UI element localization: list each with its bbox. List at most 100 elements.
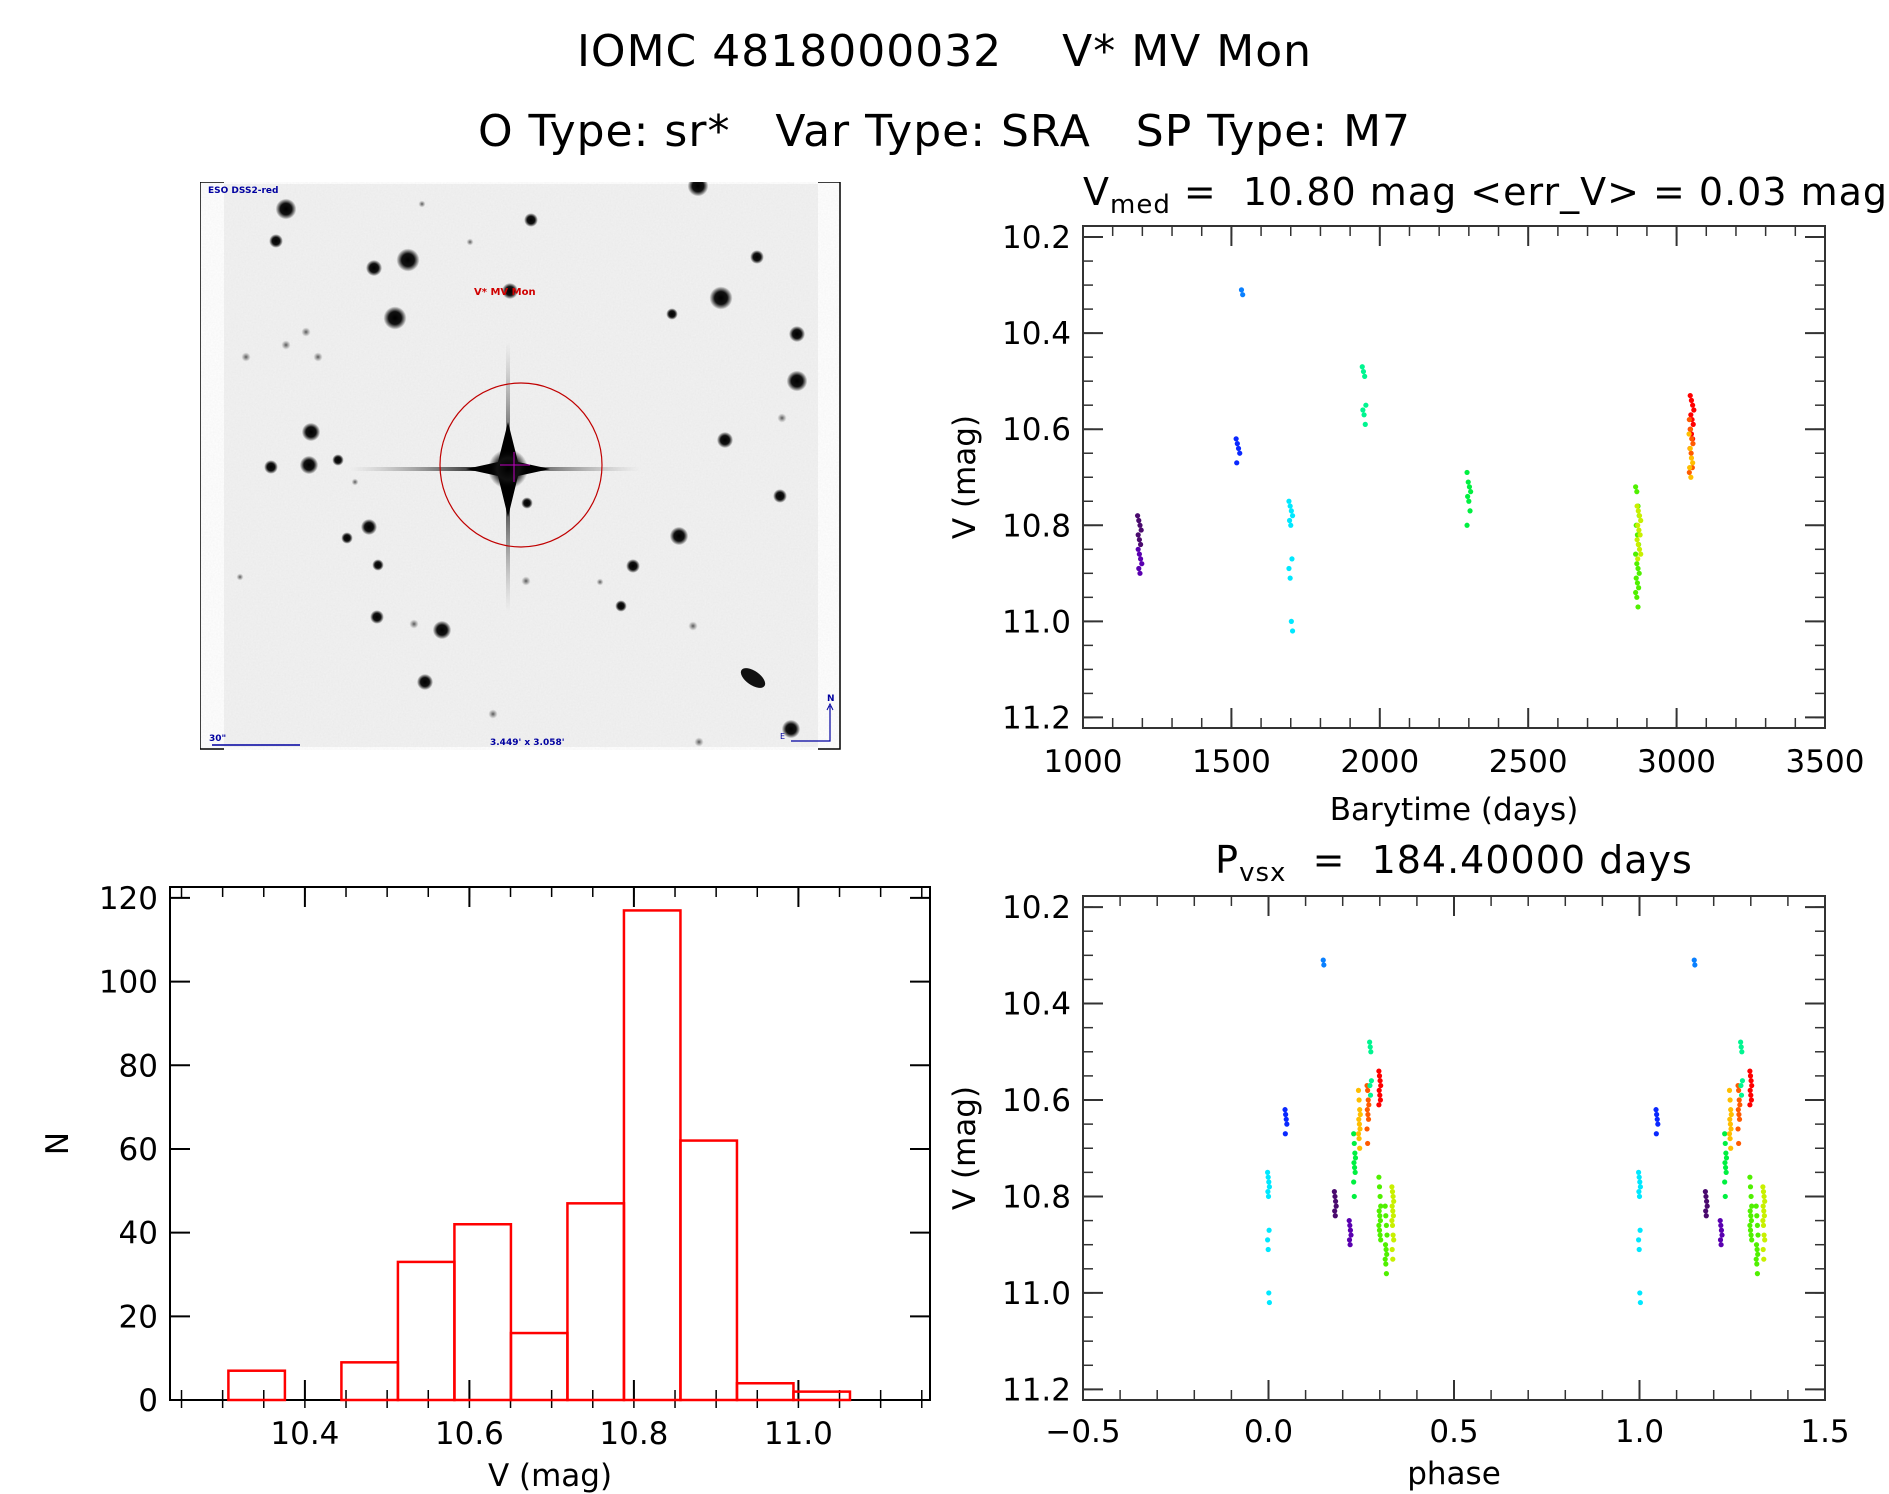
- histogram-bar: [509, 1331, 569, 1402]
- data-point: [1362, 421, 1368, 427]
- data-point: [1638, 551, 1644, 557]
- data-point: [1723, 1169, 1729, 1175]
- y-tick-label: 10.8: [1002, 1179, 1071, 1215]
- data-point: [1655, 1121, 1661, 1127]
- data-point: [1686, 469, 1692, 476]
- plot-frame: [1082, 225, 1826, 729]
- y-tick-label: 20: [119, 1299, 158, 1335]
- data-point: [1722, 1179, 1728, 1185]
- data-point: [1726, 1087, 1733, 1093]
- data-point: [1654, 1111, 1660, 1118]
- data-point: [1747, 1208, 1753, 1214]
- data-point: [1748, 1097, 1754, 1103]
- data-point: [1702, 1189, 1708, 1195]
- data-point: [1136, 537, 1142, 543]
- data-point: [1637, 1227, 1643, 1233]
- data-point: [1636, 527, 1642, 533]
- data-point: [1265, 1237, 1271, 1243]
- data-point: [1747, 1184, 1754, 1190]
- data-point: [1365, 1097, 1371, 1103]
- data-point: [1233, 436, 1239, 442]
- y-axis-label: V (mag): [947, 1086, 983, 1210]
- data-point: [1727, 1121, 1733, 1127]
- data-point: [1136, 565, 1142, 572]
- data-point: [1289, 513, 1296, 519]
- data-point: [1761, 1208, 1767, 1214]
- data-point: [1633, 484, 1639, 490]
- field-star: [418, 200, 426, 208]
- data-point: [1691, 957, 1697, 963]
- data-point: [1351, 1179, 1357, 1185]
- data-point: [1390, 1232, 1396, 1238]
- data-point: [1749, 1237, 1755, 1243]
- data-point: [1266, 1227, 1272, 1233]
- data-point: [1686, 431, 1692, 437]
- data-point: [1748, 1213, 1754, 1219]
- data-point: [1728, 1145, 1734, 1151]
- data-point: [1389, 1217, 1395, 1224]
- data-point: [1266, 1179, 1272, 1185]
- data-point: [1367, 1039, 1373, 1045]
- y-tick-label: 80: [119, 1048, 158, 1084]
- data-point: [1687, 426, 1694, 432]
- data-point: [1383, 1271, 1390, 1277]
- data-point: [1351, 1193, 1357, 1200]
- data-point: [1235, 445, 1242, 452]
- data-point: [1747, 1222, 1753, 1229]
- x-tick-label: 3500: [1786, 744, 1865, 780]
- data-point: [1286, 517, 1293, 524]
- data-point: [1365, 1116, 1372, 1122]
- data-point: [1464, 522, 1470, 528]
- field-star: [372, 559, 384, 571]
- data-point: [1383, 1246, 1389, 1253]
- target-star: [350, 342, 640, 612]
- data-point: [1376, 1227, 1383, 1233]
- field-star: [716, 431, 734, 449]
- data-point: [1636, 1169, 1642, 1175]
- data-point: [1288, 618, 1294, 624]
- histogram-bar: [396, 1260, 456, 1402]
- field-star: [383, 306, 407, 330]
- data-point: [1352, 1150, 1358, 1156]
- magnitude-histogram: 10.4 10.6 10.8 11.0 0 20 40 60 80 100 120 V (mag) N: [40, 881, 931, 1494]
- field-star: [524, 213, 538, 227]
- data-point: [1687, 465, 1693, 471]
- field-star: [788, 325, 806, 343]
- data-point: [1754, 1246, 1760, 1253]
- field-star: [241, 352, 251, 362]
- chart-title: IOMC 4818000032 V* MV Mon: [576, 26, 1313, 77]
- data-point: [1739, 1049, 1745, 1055]
- data-point: [1465, 479, 1471, 485]
- x-tick-label: 2000: [1340, 744, 1419, 780]
- field-star: [501, 282, 519, 300]
- data-point: [1761, 1232, 1767, 1238]
- data-point: [1653, 1107, 1659, 1113]
- field-star: [596, 578, 604, 586]
- data-point: [1284, 1121, 1290, 1127]
- data-point: [1762, 1198, 1768, 1204]
- data-point: [1346, 1237, 1353, 1243]
- data-point: [1266, 1299, 1272, 1306]
- phased-title: Pvsx = 184.40000 days: [1215, 838, 1693, 888]
- data-point: [1365, 1087, 1371, 1093]
- data-point: [1738, 1044, 1744, 1050]
- data-point: [1722, 1193, 1728, 1200]
- data-point: [1377, 1193, 1383, 1200]
- y-tick-label: 11.0: [1002, 1276, 1071, 1312]
- data-point: [1748, 1193, 1754, 1200]
- field-star: [301, 327, 311, 337]
- y-tick-label: 0: [138, 1383, 158, 1419]
- field-star: [773, 489, 787, 503]
- data-point: [1368, 1049, 1374, 1055]
- data-point: [1634, 580, 1641, 586]
- field-star: [332, 454, 344, 466]
- data-point: [1382, 1242, 1389, 1248]
- data-point: [1137, 522, 1143, 528]
- x-tick-label: −0.5: [1045, 1414, 1120, 1450]
- data-point: [1466, 484, 1473, 490]
- x-tick-label: 0.0: [1244, 1414, 1293, 1450]
- data-point: [1359, 364, 1365, 370]
- data-point: [1688, 474, 1694, 480]
- field-star: [615, 600, 627, 612]
